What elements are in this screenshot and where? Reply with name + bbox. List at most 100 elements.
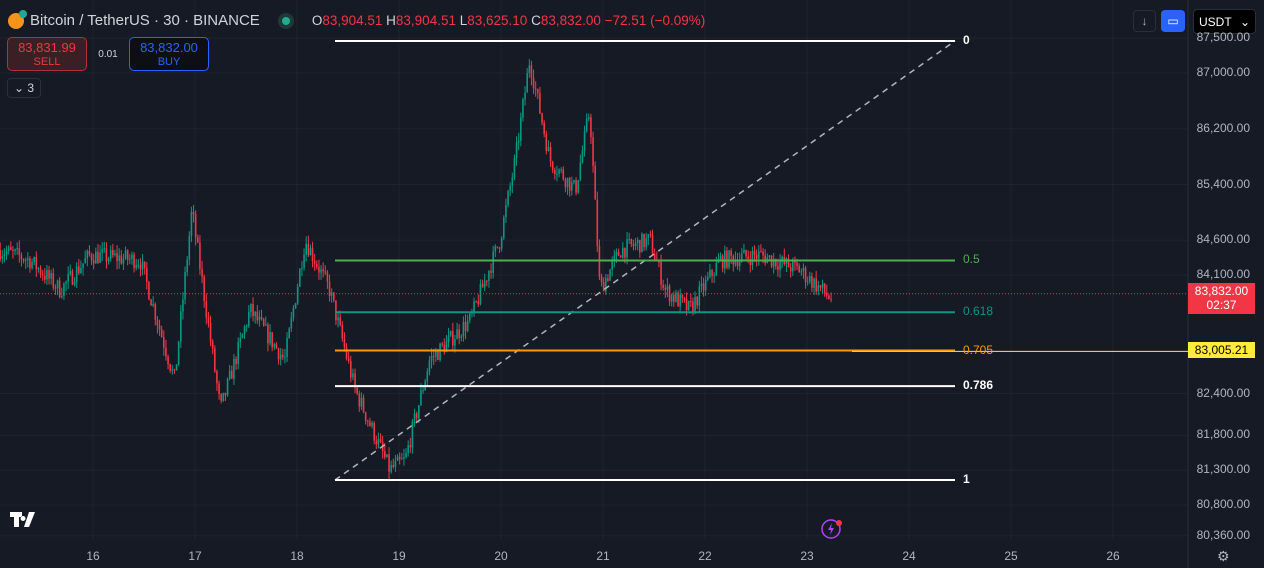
candle-body bbox=[326, 272, 329, 282]
candle-body bbox=[464, 321, 467, 331]
candle-body bbox=[498, 247, 501, 249]
candle-body bbox=[180, 311, 182, 342]
candle-body bbox=[324, 271, 327, 273]
candle-body bbox=[466, 320, 469, 331]
candle-body bbox=[809, 275, 811, 282]
candle-body bbox=[20, 255, 23, 260]
currency-select[interactable]: USDT ⌄ bbox=[1193, 9, 1256, 34]
price-axis-label: 87,000.00 bbox=[1196, 65, 1250, 79]
candle-body bbox=[590, 117, 592, 138]
candle-body bbox=[800, 271, 803, 273]
candle-body bbox=[160, 329, 163, 338]
lightning-icon[interactable] bbox=[821, 518, 843, 540]
candle-body bbox=[645, 238, 647, 248]
candle-body bbox=[617, 251, 620, 256]
candle-body bbox=[316, 264, 318, 268]
candle-body bbox=[48, 270, 50, 279]
candle-body bbox=[704, 279, 707, 291]
candle-body bbox=[7, 247, 10, 252]
fib-level-label: 0.618 bbox=[963, 304, 994, 319]
candle-body bbox=[630, 238, 633, 245]
candle-body bbox=[469, 313, 471, 321]
price-axis-label: 80,360.00 bbox=[1196, 527, 1250, 542]
candle-body bbox=[828, 295, 830, 299]
candle-body bbox=[24, 259, 27, 261]
candle-body bbox=[337, 317, 339, 321]
candle-body bbox=[711, 270, 713, 276]
candle-body bbox=[528, 65, 531, 74]
candle-body bbox=[211, 341, 214, 349]
date-axis-label: 21 bbox=[596, 549, 610, 563]
candle-body bbox=[632, 244, 635, 247]
candle-body bbox=[607, 278, 609, 281]
candle-body bbox=[82, 263, 84, 268]
candle-body bbox=[441, 343, 443, 345]
candle-body bbox=[260, 316, 263, 320]
indicators-toggle[interactable]: ⌄ 3 bbox=[7, 78, 42, 98]
candle-body bbox=[558, 169, 560, 174]
candle-body bbox=[615, 251, 618, 256]
candle-body bbox=[35, 256, 38, 270]
candle-body bbox=[515, 142, 518, 159]
current-price-badge: 83,832.00 02:37 bbox=[1188, 283, 1255, 314]
candle-body bbox=[235, 358, 237, 365]
candle-body bbox=[794, 260, 796, 263]
candle-body bbox=[473, 301, 475, 313]
candle-body bbox=[1, 255, 4, 260]
tradingview-logo[interactable] bbox=[10, 512, 42, 528]
candle-body bbox=[681, 294, 684, 298]
candle-body bbox=[78, 266, 80, 273]
order-quantity[interactable]: 0.01 bbox=[98, 48, 118, 60]
candle-body bbox=[585, 119, 588, 132]
candle-body bbox=[575, 180, 577, 193]
candle-body bbox=[33, 256, 35, 263]
candle-body bbox=[456, 329, 458, 340]
candle-body bbox=[594, 165, 596, 200]
alert-price-badge[interactable]: 83,005.21 bbox=[1188, 342, 1255, 358]
candle-body bbox=[532, 77, 535, 89]
candle-body bbox=[636, 240, 639, 244]
candle-body bbox=[228, 370, 231, 379]
candle-body bbox=[721, 255, 724, 269]
candle-body bbox=[86, 250, 89, 259]
candle-body bbox=[596, 199, 599, 247]
candle-body bbox=[683, 297, 686, 299]
candle-body bbox=[428, 360, 431, 372]
trade-panel: 83,831.99 SELL 0.01 83,832.00 BUY bbox=[7, 37, 209, 71]
auto-scale-icon[interactable]: ▭ bbox=[1161, 10, 1185, 32]
settings-icon[interactable]: ⚙ bbox=[1217, 548, 1230, 564]
symbol-title[interactable]: Bitcoin / TetherUS · 30 · BINANCE bbox=[30, 12, 260, 29]
candle-body bbox=[239, 338, 242, 342]
candle-body bbox=[796, 262, 798, 266]
candle-body bbox=[135, 265, 137, 269]
sell-button[interactable]: 83,831.99 SELL bbox=[7, 37, 87, 71]
price-axis-label: 87,500.00 bbox=[1196, 30, 1250, 45]
candle-body bbox=[309, 248, 312, 256]
candle-body bbox=[524, 92, 526, 100]
candle-body bbox=[458, 329, 460, 339]
candle-body bbox=[624, 247, 626, 258]
scroll-down-icon[interactable]: ↓ bbox=[1133, 10, 1156, 32]
candle-body bbox=[670, 294, 673, 302]
candle-body bbox=[432, 355, 435, 357]
candle-body bbox=[90, 254, 93, 261]
candle-body bbox=[199, 242, 201, 269]
candle-body bbox=[407, 445, 409, 453]
candle-body bbox=[299, 268, 301, 287]
candle-body bbox=[356, 387, 358, 394]
candle-body bbox=[201, 268, 203, 277]
buy-button[interactable]: 83,832.00 BUY bbox=[129, 37, 209, 71]
candle-body bbox=[354, 373, 356, 388]
candle-body bbox=[511, 177, 514, 186]
candle-body bbox=[254, 311, 256, 316]
candle-body bbox=[777, 266, 779, 270]
candle-body bbox=[747, 256, 749, 260]
candle-body bbox=[163, 337, 165, 348]
candle-body bbox=[692, 301, 694, 312]
candle-body bbox=[415, 413, 418, 419]
candle-body bbox=[483, 280, 486, 288]
candle-body bbox=[396, 456, 399, 461]
candle-body bbox=[107, 258, 110, 262]
candle-body bbox=[124, 250, 127, 259]
